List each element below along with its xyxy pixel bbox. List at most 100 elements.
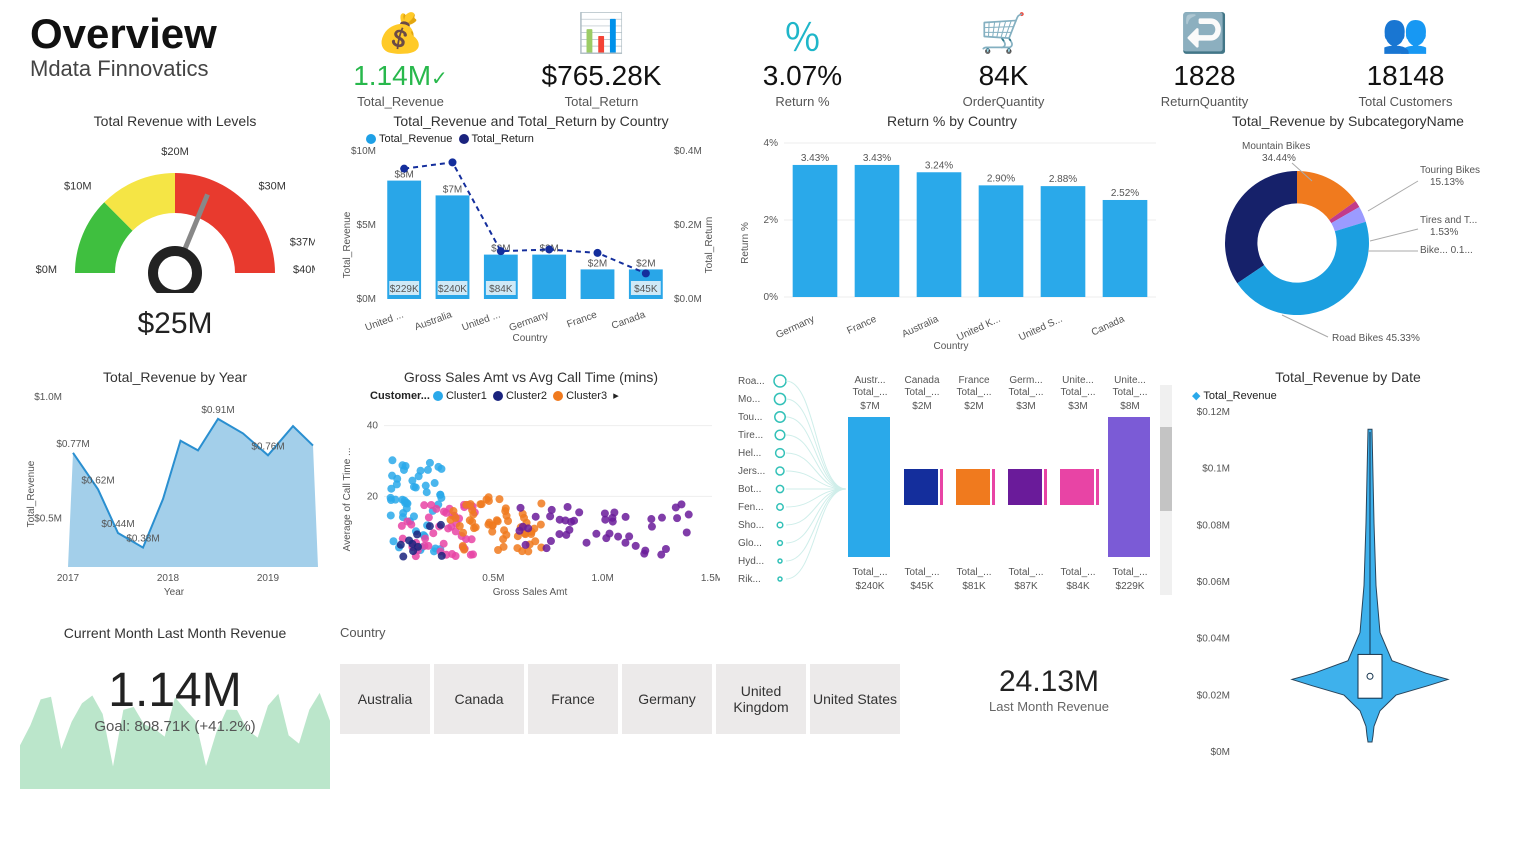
svg-text:$0.0M: $0.0M xyxy=(674,294,702,305)
kpi-icon: 🛒 xyxy=(914,10,1094,58)
svg-text:$0.02M: $0.02M xyxy=(1197,690,1230,701)
svg-text:Return %: Return % xyxy=(740,222,751,264)
kpi-icon: 📊 xyxy=(512,10,692,58)
svg-text:$0.5M: $0.5M xyxy=(34,513,62,524)
svg-text:40: 40 xyxy=(367,421,379,432)
country-button[interactable]: United States xyxy=(810,664,900,734)
svg-text:1.0M: 1.0M xyxy=(592,573,614,584)
rev-return-legend: Total_Revenue Total_Return xyxy=(340,133,722,145)
svg-text:0.5M: 0.5M xyxy=(482,573,504,584)
country-button[interactable]: Canada xyxy=(434,664,524,734)
svg-text:$229K: $229K xyxy=(390,284,419,295)
svg-text:Germany: Germany xyxy=(774,314,816,341)
svg-text:Total_...: Total_... xyxy=(1060,387,1095,398)
svg-text:2017: 2017 xyxy=(57,573,80,584)
rev-return-chart: $0M$5M$10M$0.0M$0.2M$0.4M$8M$229KUnited … xyxy=(340,145,720,345)
svg-text:15.13%: 15.13% xyxy=(1430,177,1464,188)
svg-text:$2M: $2M xyxy=(636,258,655,269)
svg-text:20: 20 xyxy=(367,491,379,502)
svg-text:Mo...: Mo... xyxy=(738,394,760,405)
svg-text:Roa...: Roa... xyxy=(738,376,765,387)
kpi-row: 💰 1.14M✓ Total_Revenue📊 $765.28K Total_R… xyxy=(300,10,1506,109)
svg-text:2.52%: 2.52% xyxy=(1111,188,1139,199)
svg-text:Unite...: Unite... xyxy=(1062,375,1094,386)
svg-text:Total_...: Total_... xyxy=(1008,567,1043,578)
kpi-value: 3.07% xyxy=(713,60,893,92)
svg-text:Total_...: Total_... xyxy=(1008,387,1043,398)
svg-text:Total_Revenue: Total_Revenue xyxy=(342,211,353,278)
svg-text:Gross Sales Amt: Gross Sales Amt xyxy=(493,587,568,597)
svg-text:Jers...: Jers... xyxy=(738,466,765,477)
scrollbar[interactable] xyxy=(1160,385,1172,595)
svg-text:Total_...: Total_... xyxy=(1060,567,1095,578)
svg-text:$45K: $45K xyxy=(910,581,934,592)
svg-text:3.43%: 3.43% xyxy=(863,153,891,164)
svg-text:Total_...: Total_... xyxy=(904,567,939,578)
svg-text:$84K: $84K xyxy=(1066,581,1090,592)
svg-text:$0M: $0M xyxy=(357,294,376,305)
svg-text:2%: 2% xyxy=(764,215,779,226)
kpi-label: Total_Return xyxy=(512,94,692,109)
kpi-icon: ％ xyxy=(713,10,893,58)
svg-text:1.53%: 1.53% xyxy=(1430,227,1458,238)
svg-text:Tires and T...: Tires and T... xyxy=(1420,215,1477,226)
svg-text:$2M: $2M xyxy=(964,401,983,412)
kpi-1: 📊 $765.28K Total_Return xyxy=(512,10,692,109)
svg-text:$0M: $0M xyxy=(1211,747,1230,758)
svg-text:Glo...: Glo... xyxy=(738,538,762,549)
kpi-5: 👥 18148 Total Customers xyxy=(1316,10,1496,109)
page-title: Overview xyxy=(30,10,300,58)
svg-text:Unite...: Unite... xyxy=(1114,375,1146,386)
kpi-value: 1.14M xyxy=(24,663,326,718)
country-button[interactable]: France xyxy=(528,664,618,734)
svg-text:Total_...: Total_... xyxy=(1112,567,1147,578)
svg-text:$20M: $20M xyxy=(161,146,189,158)
kpi-value: 84K xyxy=(914,60,1094,92)
kpi-value: 1.14M✓ xyxy=(311,60,491,92)
svg-text:$30M: $30M xyxy=(258,181,286,193)
svg-text:2019: 2019 xyxy=(257,573,280,584)
return-pct-chart: 0%2%4%3.43%Germany3.43%France3.24%Austra… xyxy=(736,133,1166,353)
country-button[interactable]: United Kingdom xyxy=(716,664,806,734)
svg-text:3.43%: 3.43% xyxy=(801,153,829,164)
svg-text:$84K: $84K xyxy=(489,284,513,295)
svg-text:$10M: $10M xyxy=(64,181,92,193)
country-buttons: AustraliaCanadaFranceGermanyUnited Kingd… xyxy=(340,664,900,734)
donut-card: Total_Revenue by SubcategoryName Mountai… xyxy=(1178,109,1518,359)
svg-text:$40M: $40M xyxy=(293,264,315,276)
kpi-goal: Goal: 808.71K (+41.2%) xyxy=(24,718,326,735)
violin-title: Total_Revenue by Date xyxy=(1182,369,1514,385)
svg-text:$0.91M: $0.91M xyxy=(201,405,234,416)
svg-text:$3M: $3M xyxy=(1068,401,1087,412)
svg-text:4%: 4% xyxy=(764,138,779,149)
dashboard-grid: Total Revenue with Levels $0M$10M$20M$30… xyxy=(0,109,1536,791)
svg-text:$0.77M: $0.77M xyxy=(56,439,89,450)
small-multiples-chart: Roa...Mo...Tou...Tire...Hel...Jers...Bot… xyxy=(736,369,1156,609)
scatter-legend: Customer... Cluster1 Cluster2 Cluster3 ▸ xyxy=(340,389,722,402)
svg-text:$8M: $8M xyxy=(1120,401,1139,412)
country-button[interactable]: Germany xyxy=(622,664,712,734)
rev-return-card: Total_Revenue and Total_Return by Countr… xyxy=(336,109,726,359)
rev-return-title: Total_Revenue and Total_Return by Countr… xyxy=(340,113,722,129)
svg-text:34.44%: 34.44% xyxy=(1262,153,1296,164)
svg-text:0%: 0% xyxy=(764,292,779,303)
svg-text:Canada: Canada xyxy=(1090,314,1127,339)
svg-text:Total_Return: Total_Return xyxy=(704,217,715,274)
svg-text:Mountain Bikes: Mountain Bikes xyxy=(1242,141,1310,152)
kpi-label: ReturnQuantity xyxy=(1115,94,1295,109)
kpi-value: 18148 xyxy=(1316,60,1496,92)
small-mult-card: Roa...Mo...Tou...Tire...Hel...Jers...Bot… xyxy=(732,365,1172,615)
header: Overview Mdata Finnovatics 💰 1.14M✓ Tota… xyxy=(0,0,1536,109)
scatter-title: Gross Sales Amt vs Avg Call Time (mins) xyxy=(340,369,722,385)
kpi-value: 1828 xyxy=(1115,60,1295,92)
svg-text:$240K: $240K xyxy=(438,284,467,295)
country-button[interactable]: Australia xyxy=(340,664,430,734)
svg-text:$87K: $87K xyxy=(1014,581,1038,592)
svg-text:Canada: Canada xyxy=(904,375,939,386)
kpi-0: 💰 1.14M✓ Total_Revenue xyxy=(311,10,491,109)
violin-chart: $0M$0.02M$0.04M$0.06M$0.08M$0.1M$0.12M xyxy=(1182,402,1502,772)
svg-text:$0.62M: $0.62M xyxy=(81,475,114,486)
svg-text:$0.38M: $0.38M xyxy=(126,534,159,545)
svg-text:$3M: $3M xyxy=(1016,401,1035,412)
svg-text:United S...: United S... xyxy=(1017,314,1064,344)
